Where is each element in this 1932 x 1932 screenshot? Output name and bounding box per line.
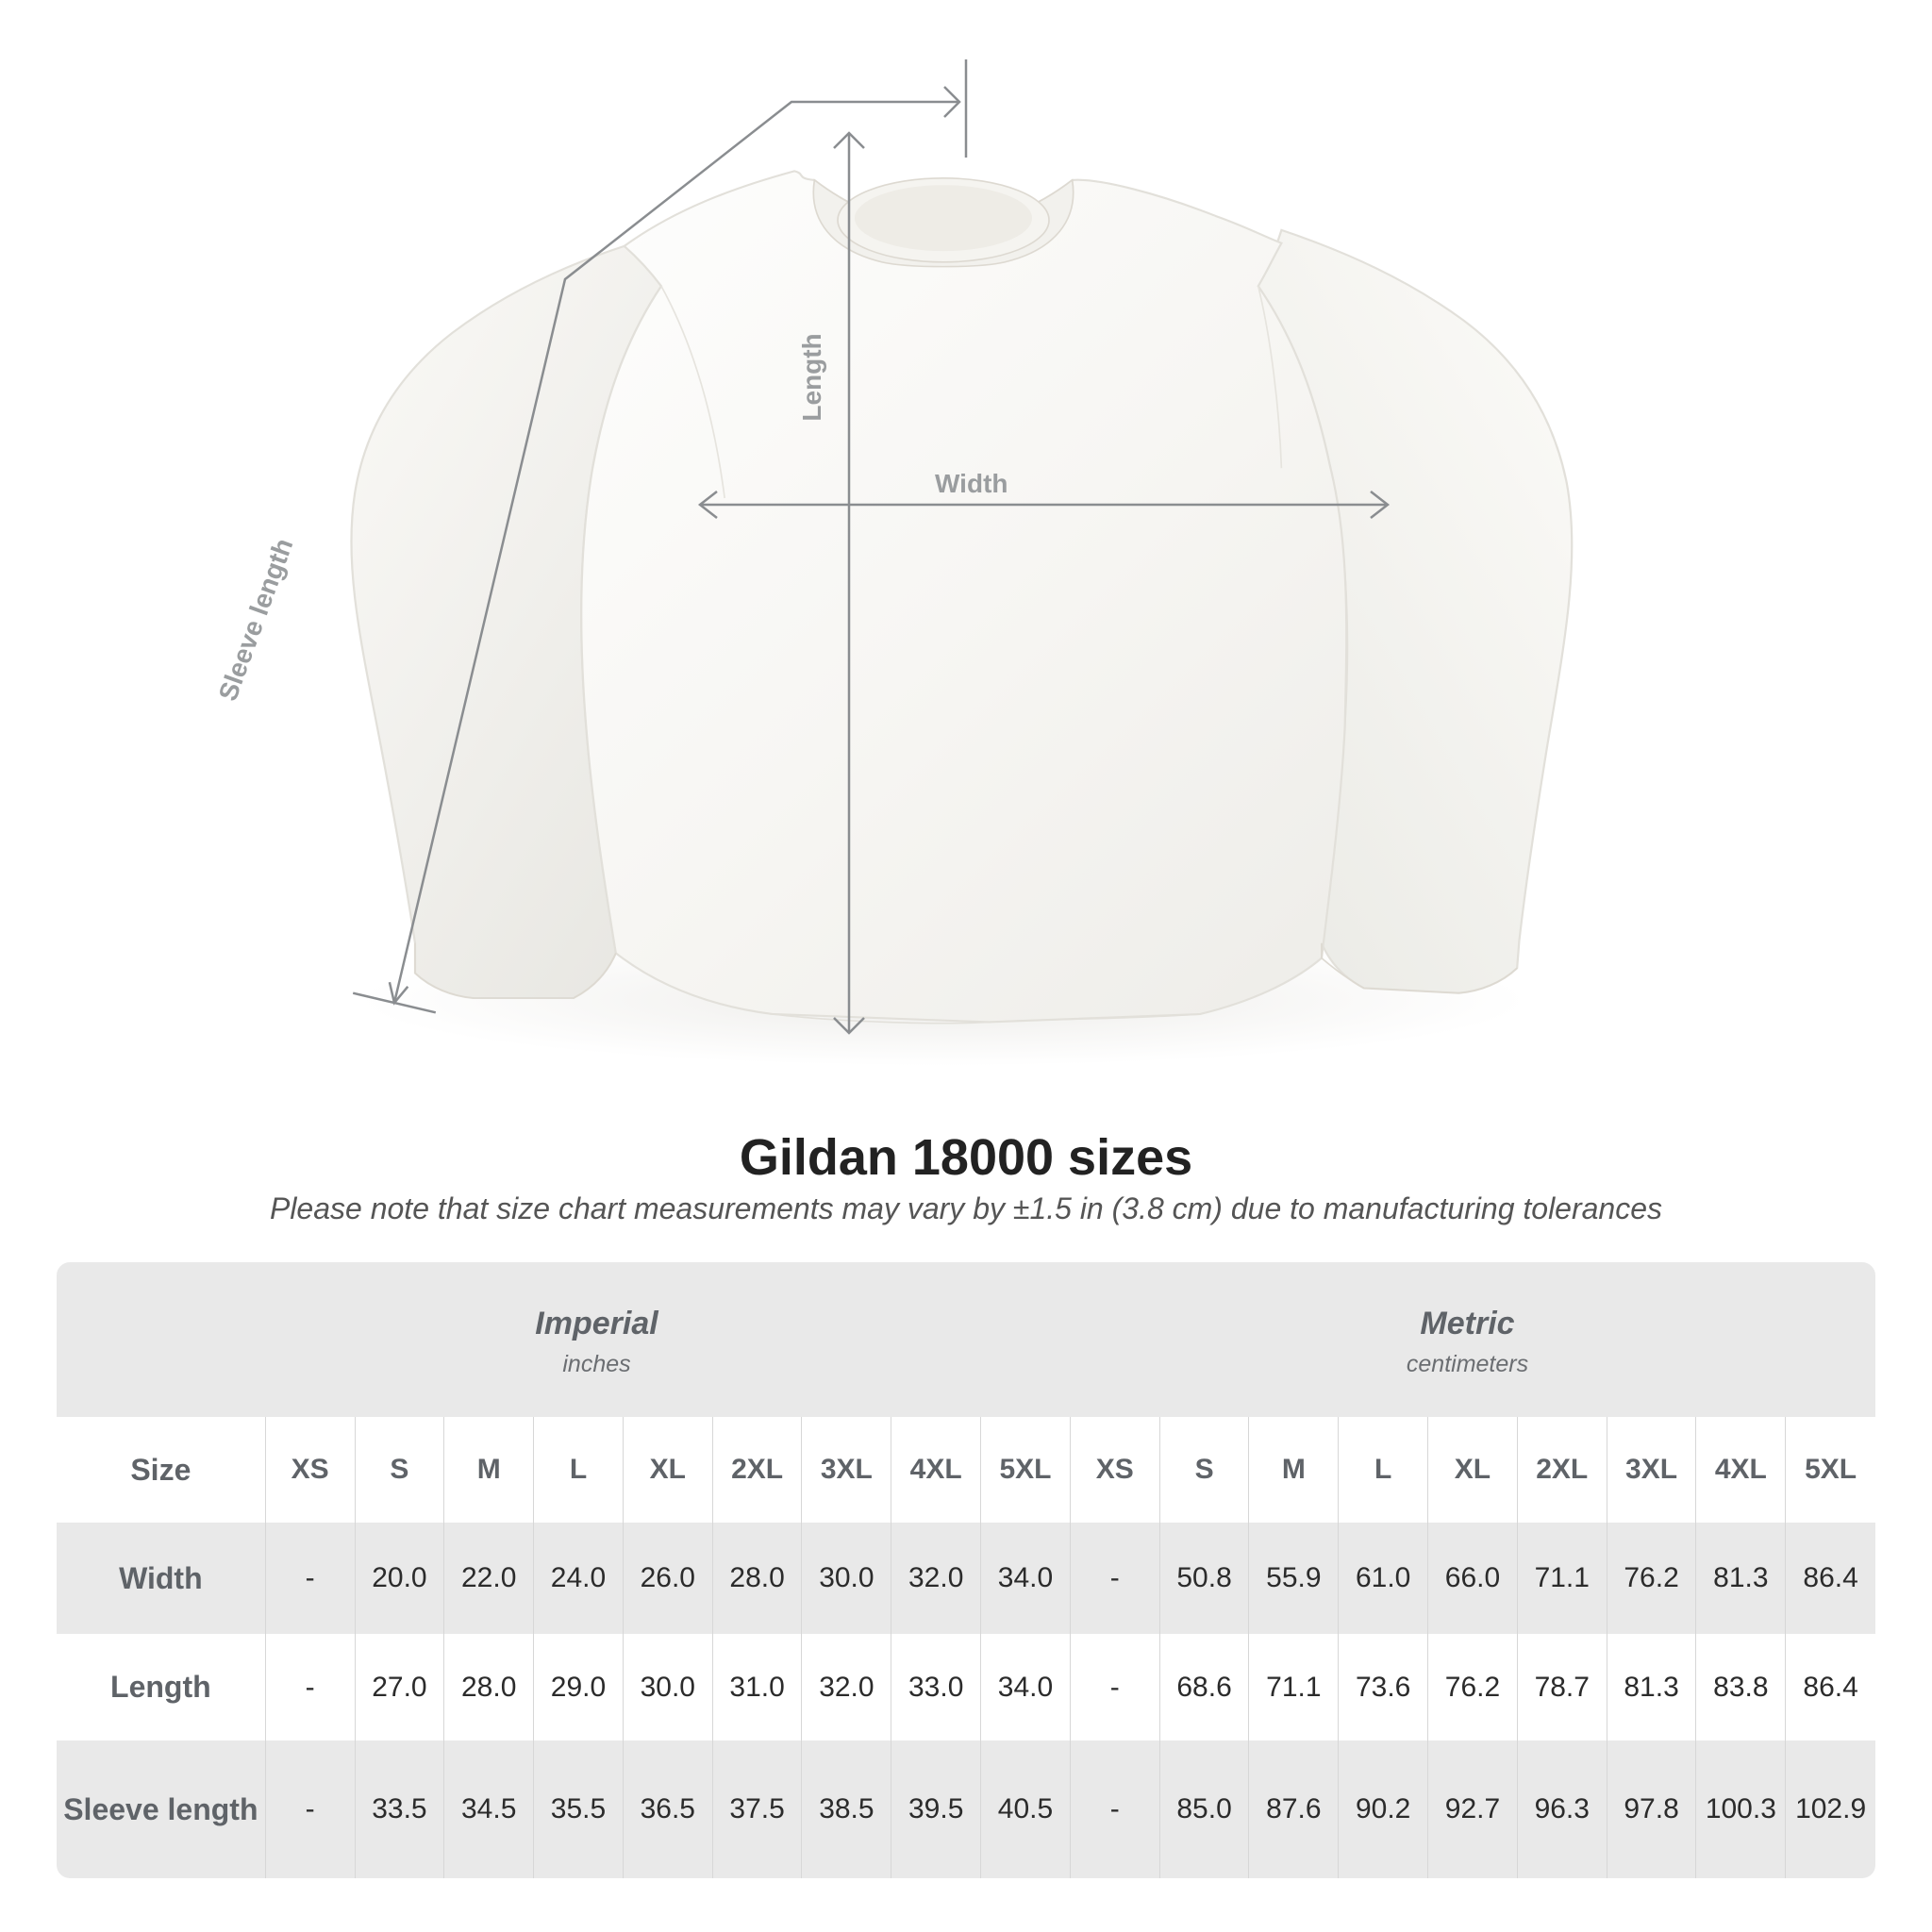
svg-text:Width: Width [935,469,1008,498]
svg-text:Length: Length [797,333,826,421]
svg-text:Sleeve length: Sleeve length [213,535,299,705]
